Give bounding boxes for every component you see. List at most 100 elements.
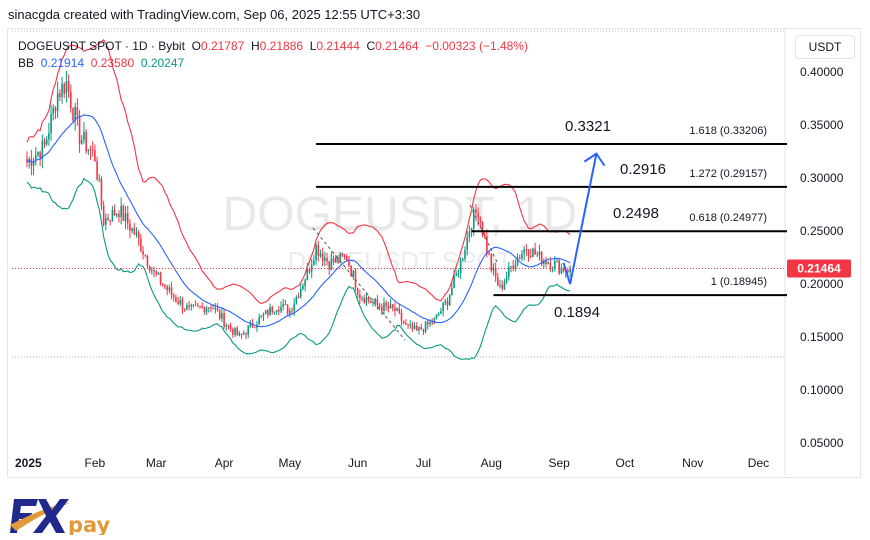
candle-body <box>319 253 322 256</box>
candle-body <box>374 298 377 303</box>
candle-body <box>89 149 92 151</box>
candle-body <box>420 327 422 330</box>
candle-body <box>426 321 429 325</box>
fibonacci-extension[interactable]: 1.618 (0.33206) 0.3321 1.272 (0.29157) 0.29… <box>316 118 787 321</box>
candle-body <box>41 140 44 159</box>
price-axis[interactable]: 0.40000 0.35000 0.30000 0.25000 0.20000 0.150… <box>800 65 844 450</box>
time-tick-label: 2025 <box>15 456 42 470</box>
candle-body <box>164 284 166 287</box>
candle-body <box>339 253 341 263</box>
chart-pane[interactable] <box>7 28 861 478</box>
candle-body <box>523 249 525 254</box>
candle-body <box>440 311 442 315</box>
currency-selector[interactable]: USDT <box>795 35 855 59</box>
candle-body <box>102 205 105 225</box>
bollinger-bands <box>26 38 571 360</box>
price-tick-label: 0.15000 <box>800 330 844 344</box>
candle-body <box>240 333 243 335</box>
candle-body <box>514 264 517 269</box>
candle-body <box>385 302 387 306</box>
candle-body <box>216 308 219 311</box>
candle-body <box>190 304 193 307</box>
symbol-info[interactable]: DOGEUSDT SPOT · 1D · Bybit <box>18 39 185 53</box>
candle-body <box>402 320 405 324</box>
bb-label[interactable]: BB <box>18 56 35 70</box>
candle-body <box>258 317 260 325</box>
bb-upper-line <box>26 38 571 305</box>
candle-body <box>275 309 278 312</box>
candle-body <box>396 308 398 311</box>
candle-body <box>293 303 295 311</box>
candle-body <box>43 140 46 145</box>
price-tick-label: 0.35000 <box>800 118 844 132</box>
candle-body <box>330 258 333 270</box>
time-tick-label: Jun <box>348 456 367 470</box>
candle-body <box>107 218 109 221</box>
candle-body <box>400 312 403 321</box>
candle-body <box>492 267 495 271</box>
candle-body <box>94 150 96 162</box>
candle-body <box>324 257 326 261</box>
candle-body <box>527 249 530 256</box>
candle-body <box>52 107 55 114</box>
candle-body <box>166 286 168 291</box>
time-tick-label: Dec <box>748 456 769 470</box>
last-price-label: 0.21464 <box>797 261 841 275</box>
candle-body <box>459 260 462 274</box>
candle-body <box>289 310 291 314</box>
candle-body <box>59 93 61 97</box>
candle-body <box>297 296 300 298</box>
candle-body <box>512 266 514 269</box>
candle-body <box>61 83 63 97</box>
candle-body <box>490 254 493 271</box>
candle-body <box>486 236 488 254</box>
price-tick-label: 0.10000 <box>800 383 844 397</box>
candle-body <box>159 272 162 284</box>
candle-body <box>405 323 407 325</box>
candle-body <box>306 269 309 281</box>
candle-body <box>39 152 41 159</box>
candle-body <box>359 294 361 299</box>
time-axis[interactable]: 2025 Feb Mar Apr May Jun Jul Aug Sep Oct Nov Dec <box>15 456 769 470</box>
candle-body <box>280 306 282 312</box>
candle-body <box>457 273 460 275</box>
candle-body <box>56 93 59 111</box>
fib-target-price: 0.3321 <box>565 118 611 135</box>
candle-body <box>341 253 344 256</box>
candle-body <box>378 304 381 307</box>
candle-body <box>448 295 451 306</box>
candle-body <box>72 108 74 121</box>
candle-body <box>348 260 350 266</box>
candle-body <box>105 218 107 225</box>
candle-body <box>264 310 267 315</box>
candle-body <box>525 249 528 251</box>
candle-body <box>37 152 39 156</box>
candle-body <box>238 333 241 336</box>
candle-body <box>98 178 101 180</box>
candle-body <box>96 161 98 180</box>
candle-body <box>100 178 103 206</box>
candle-body <box>78 115 81 144</box>
fib-level-label: 1.272 (0.29157) <box>689 168 767 180</box>
candle-body <box>499 285 501 287</box>
candle-body <box>87 149 90 152</box>
time-tick-label: Aug <box>481 456 502 470</box>
candle-body <box>567 270 569 273</box>
time-tick-label: Jul <box>416 456 431 470</box>
candle-body <box>536 254 539 256</box>
candle-body <box>529 255 532 258</box>
candle-body <box>429 322 431 325</box>
high-label: H <box>251 39 260 53</box>
candle-body <box>34 155 37 162</box>
candle-body <box>111 209 114 222</box>
watermark-main: DOGEUSDT, 1D <box>223 188 578 241</box>
candle-body <box>181 299 184 309</box>
candle-body <box>122 205 125 221</box>
candle-body <box>437 314 440 316</box>
candle-body <box>363 298 366 303</box>
candle-body <box>151 270 153 272</box>
candle-body <box>510 266 512 268</box>
candle-body <box>155 270 158 275</box>
last-price-badge: 0.21464 <box>12 259 851 278</box>
